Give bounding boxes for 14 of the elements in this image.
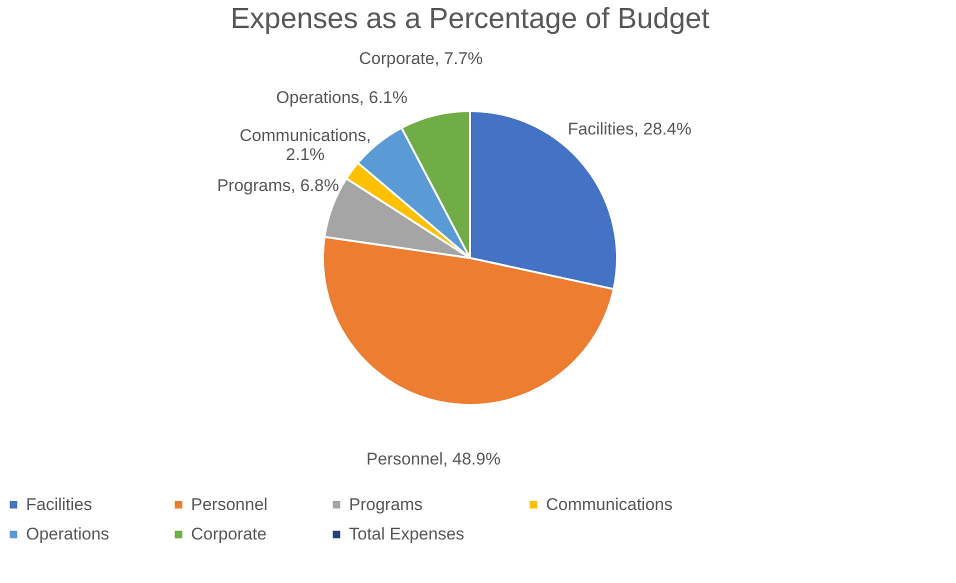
- data-label: Operations, 6.1%: [276, 88, 408, 108]
- legend-label: Total Expenses: [349, 524, 464, 544]
- data-label: Personnel, 48.9%: [366, 450, 501, 469]
- data-label: Corporate, 7.7%: [358, 48, 483, 68]
- legend-label: Programs: [349, 494, 423, 514]
- data-label: Programs, 6.8%: [217, 176, 339, 196]
- legend-label: Corporate: [191, 524, 267, 544]
- legend-label: Operations: [26, 524, 110, 544]
- data-label: Communications, 2.1%: [240, 126, 371, 164]
- legend-label: Communications: [546, 494, 673, 514]
- legend-label: Personnel: [191, 494, 268, 514]
- data-label: Facilities, 28.4%: [568, 119, 692, 138]
- chart-title: Expenses as a Percentage of Budget: [230, 3, 710, 35]
- legend-label: Facilities: [26, 494, 92, 514]
